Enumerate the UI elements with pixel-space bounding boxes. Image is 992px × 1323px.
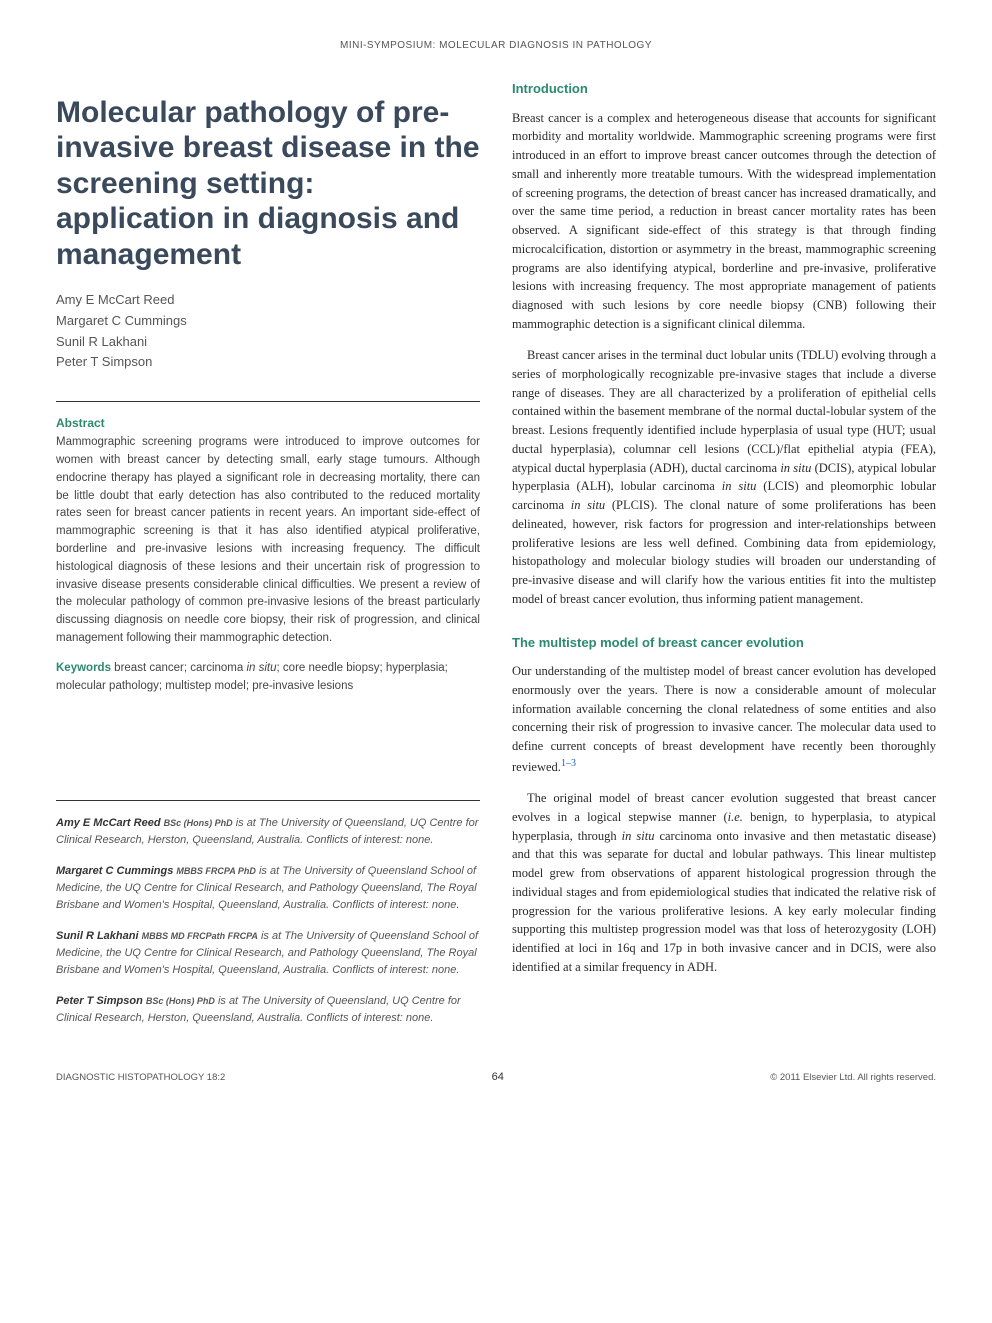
keywords-text: breast cancer; carcinoma in situ; core n… <box>56 662 448 692</box>
affiliation: Margaret C Cummings MBBS FRCPA PhD is at… <box>56 863 480 914</box>
body-paragraph: The original model of breast cancer evol… <box>512 789 936 977</box>
affil-credentials: BSc (Hons) PhD <box>164 818 233 828</box>
right-column: Introduction Breast cancer is a complex … <box>512 81 936 1041</box>
affil-credentials: MBBS MD FRCPath FRCPA <box>142 931 258 941</box>
affil-name: Peter T Simpson <box>56 995 143 1007</box>
divider <box>56 800 480 801</box>
affiliation: Peter T Simpson BSc (Hons) PhD is at The… <box>56 993 480 1027</box>
footer-page-number: 64 <box>492 1071 504 1083</box>
affiliation: Sunil R Lakhani MBBS MD FRCPath FRCPA is… <box>56 928 480 979</box>
affil-name: Sunil R Lakhani <box>56 930 139 942</box>
abstract-body: Mammographic screening programs were int… <box>56 434 480 648</box>
affil-credentials: BSc (Hons) PhD <box>146 996 215 1006</box>
vertical-spacer <box>56 696 480 786</box>
citation-link[interactable]: 1–3 <box>561 758 576 769</box>
body-paragraph: Breast cancer is a complex and heterogen… <box>512 109 936 334</box>
page-footer: DIAGNOSTIC HISTOPATHOLOGY 18:2 64 © 2011… <box>56 1071 936 1083</box>
body-paragraph: Breast cancer arises in the terminal duc… <box>512 346 936 609</box>
affiliation: Amy E McCart Reed BSc (Hons) PhD is at T… <box>56 815 480 849</box>
left-column: Molecular pathology of pre-invasive brea… <box>56 81 480 1041</box>
author-name: Peter T Simpson <box>56 352 480 373</box>
abstract-heading: Abstract <box>56 416 480 430</box>
divider <box>56 401 480 402</box>
affil-credentials: MBBS FRCPA PhD <box>176 866 256 876</box>
article-title: Molecular pathology of pre-invasive brea… <box>56 95 480 272</box>
section-heading-multistep: The multistep model of breast cancer evo… <box>512 635 936 650</box>
author-name: Amy E McCart Reed <box>56 290 480 311</box>
affil-name: Amy E McCart Reed <box>56 817 161 829</box>
page: MINI-SYMPOSIUM: MOLECULAR DIAGNOSIS IN P… <box>0 0 992 1113</box>
section-heading-introduction: Introduction <box>512 81 936 96</box>
footer-copyright: © 2011 Elsevier Ltd. All rights reserved… <box>770 1072 936 1083</box>
keywords: Keywords breast cancer; carcinoma in sit… <box>56 660 480 696</box>
affil-name: Margaret C Cummings <box>56 865 173 877</box>
keywords-label: Keywords <box>56 662 111 674</box>
body-paragraph: Our understanding of the multistep model… <box>512 662 936 777</box>
author-list: Amy E McCart Reed Margaret C Cummings Su… <box>56 290 480 373</box>
footer-journal: DIAGNOSTIC HISTOPATHOLOGY 18:2 <box>56 1072 225 1083</box>
vertical-spacer <box>512 615 936 635</box>
two-column-layout: Molecular pathology of pre-invasive brea… <box>56 81 936 1041</box>
author-name: Sunil R Lakhani <box>56 332 480 353</box>
running-head: MINI-SYMPOSIUM: MOLECULAR DIAGNOSIS IN P… <box>56 40 936 51</box>
author-name: Margaret C Cummings <box>56 311 480 332</box>
